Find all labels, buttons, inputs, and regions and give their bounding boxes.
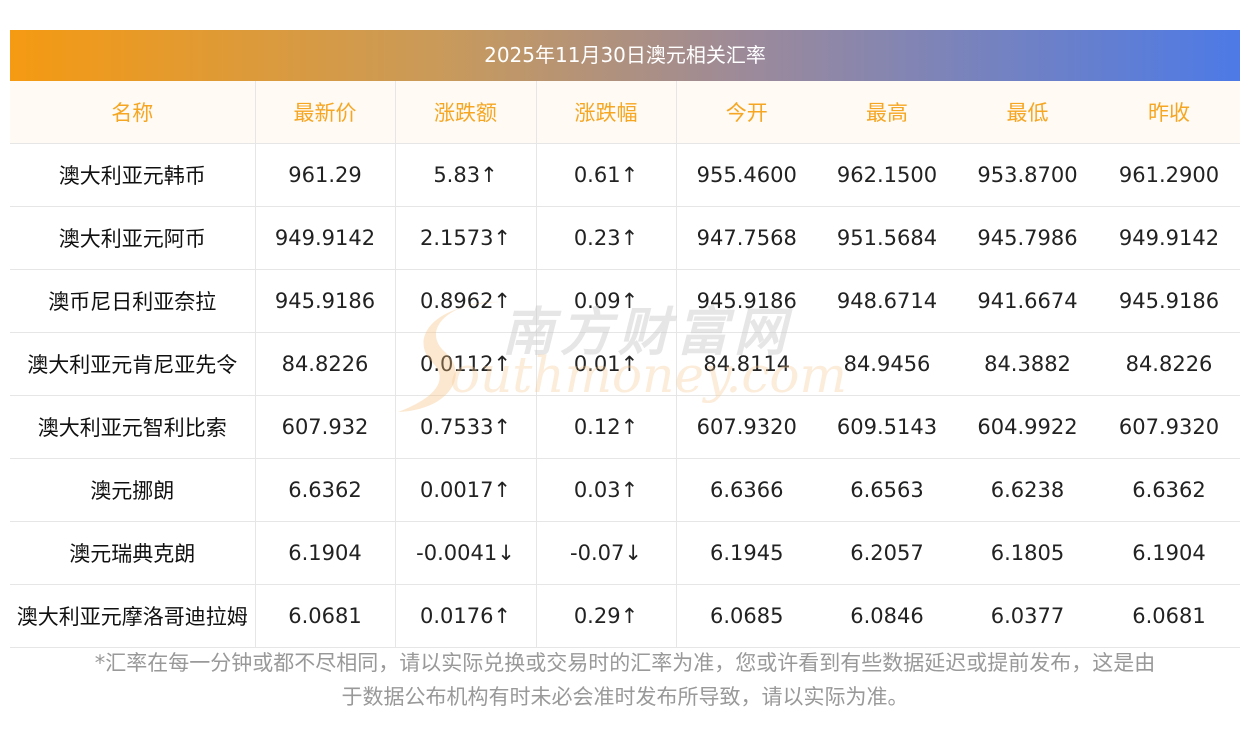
header-high: 最高 [817, 81, 957, 144]
cell-latest-price: 6.1904 [255, 521, 396, 585]
cell-change: 0.0112↑ [395, 332, 537, 396]
cell-change: 5.83↑ [395, 143, 537, 207]
footnote-line-1: *汇率在每一分钟或都不尽相同，请以实际兑换或交易时的汇率为准，您或许看到有些数据… [94, 651, 1156, 675]
cell-latest-price: 945.9186 [255, 269, 396, 333]
cell-name: 澳大利亚元肯尼亚先令 [10, 332, 256, 396]
cell-change-pct: 0.29↑ [536, 584, 677, 648]
cell-latest-price: 84.8226 [255, 332, 396, 396]
cell-latest-price: 949.9142 [255, 206, 396, 270]
cell-name: 澳币尼日利亚奈拉 [10, 269, 256, 333]
header-change: 涨跌额 [395, 81, 537, 144]
cell-change-pct: 0.12↑ [536, 395, 677, 459]
cell-change: 2.1573↑ [395, 206, 537, 270]
table-row: 澳币尼日利亚奈拉 945.9186 0.8962↑ 0.09↑ 945.9186 948.… [10, 269, 1240, 333]
cell-low: 84.3882 [957, 332, 1098, 396]
cell-name: 澳大利亚元韩币 [10, 143, 256, 207]
table-row: 澳大利亚元阿币 949.9142 2.1573↑ 0.23↑ 947.7568 951.5… [10, 206, 1240, 270]
cell-high: 84.9456 [817, 332, 957, 396]
cell-prev-close: 84.8226 [1098, 332, 1240, 396]
cell-low: 6.6238 [957, 458, 1098, 522]
cell-low: 604.9922 [957, 395, 1098, 459]
table-row: 澳大利亚元智利比索 607.932 0.7533↑ 0.12↑ 607.9320 609.… [10, 395, 1240, 459]
rates-panel: 2025年11月30日澳元相关汇率 名称 最新价 涨跌额 涨跌幅 今开 最高 最… [10, 30, 1240, 648]
cell-high: 951.5684 [817, 206, 957, 270]
cell-high: 609.5143 [817, 395, 957, 459]
header-change-pct: 涨跌幅 [536, 81, 677, 144]
cell-latest-price: 961.29 [255, 143, 396, 207]
table-row: 澳元瑞典克朗 6.1904 -0.0041↓ -0.07↓ 6.1945 6.2057 6.… [10, 521, 1240, 585]
table-title: 2025年11月30日澳元相关汇率 [10, 30, 1240, 81]
cell-open: 6.0685 [676, 584, 817, 648]
header-open: 今开 [676, 81, 817, 144]
cell-change: 0.7533↑ [395, 395, 537, 459]
cell-latest-price: 6.6362 [255, 458, 396, 522]
cell-open: 947.7568 [676, 206, 817, 270]
cell-latest-price: 6.0681 [255, 584, 396, 648]
cell-high: 948.6714 [817, 269, 957, 333]
cell-name: 澳大利亚元摩洛哥迪拉姆 [10, 584, 256, 648]
cell-open: 607.9320 [676, 395, 817, 459]
cell-change-pct: 0.09↑ [536, 269, 677, 333]
table-row: 澳大利亚元韩币 961.29 5.83↑ 0.61↑ 955.4600 962.1500 9… [10, 143, 1240, 207]
cell-low: 953.8700 [957, 143, 1098, 207]
cell-change-pct: -0.07↓ [536, 521, 677, 585]
cell-high: 6.2057 [817, 521, 957, 585]
cell-open: 945.9186 [676, 269, 817, 333]
cell-change-pct: 0.03↑ [536, 458, 677, 522]
cell-high: 6.6563 [817, 458, 957, 522]
cell-name: 澳大利亚元智利比索 [10, 395, 256, 459]
footnote: *汇率在每一分钟或都不尽相同，请以实际兑换或交易时的汇率为准，您或许看到有些数据… [10, 646, 1240, 714]
cell-low: 6.0377 [957, 584, 1098, 648]
cell-open: 6.6366 [676, 458, 817, 522]
header-prev-close: 昨收 [1098, 81, 1240, 144]
header-low: 最低 [957, 81, 1098, 144]
cell-name: 澳元挪朗 [10, 458, 256, 522]
cell-open: 84.8114 [676, 332, 817, 396]
header-name: 名称 [10, 81, 256, 144]
cell-change-pct: 0.61↑ [536, 143, 677, 207]
cell-change-pct: 0.01↑ [536, 332, 677, 396]
cell-prev-close: 6.6362 [1098, 458, 1240, 522]
cell-prev-close: 6.1904 [1098, 521, 1240, 585]
cell-prev-close: 949.9142 [1098, 206, 1240, 270]
cell-prev-close: 607.9320 [1098, 395, 1240, 459]
cell-low: 941.6674 [957, 269, 1098, 333]
table-row: 澳元挪朗 6.6362 0.0017↑ 0.03↑ 6.6366 6.6563 6.6238… [10, 458, 1240, 522]
cell-change: -0.0041↓ [395, 521, 537, 585]
cell-high: 6.0846 [817, 584, 957, 648]
cell-low: 6.1805 [957, 521, 1098, 585]
cell-change: 0.0176↑ [395, 584, 537, 648]
cell-prev-close: 961.2900 [1098, 143, 1240, 207]
cell-low: 945.7986 [957, 206, 1098, 270]
cell-open: 6.1945 [676, 521, 817, 585]
rates-table: 名称 最新价 涨跌额 涨跌幅 今开 最高 最低 昨收 澳大利亚元韩币 961.29… [10, 81, 1240, 648]
table-row: 澳大利亚元摩洛哥迪拉姆 6.0681 0.0176↑ 0.29↑ 6.0685 6.084… [10, 584, 1240, 648]
cell-name: 澳元瑞典克朗 [10, 521, 256, 585]
cell-prev-close: 945.9186 [1098, 269, 1240, 333]
cell-change-pct: 0.23↑ [536, 206, 677, 270]
header-row: 名称 最新价 涨跌额 涨跌幅 今开 最高 最低 昨收 [10, 81, 1240, 144]
table-row: 澳大利亚元肯尼亚先令 84.8226 0.0112↑ 0.01↑ 84.8114 84.9… [10, 332, 1240, 396]
footnote-line-2: 于数据公布机构有时未必会准时发布所导致，请以实际为准。 [341, 685, 909, 709]
cell-high: 962.1500 [817, 143, 957, 207]
cell-change: 0.0017↑ [395, 458, 537, 522]
cell-prev-close: 6.0681 [1098, 584, 1240, 648]
cell-name: 澳大利亚元阿币 [10, 206, 256, 270]
cell-latest-price: 607.932 [255, 395, 396, 459]
cell-change: 0.8962↑ [395, 269, 537, 333]
header-latest-price: 最新价 [255, 81, 396, 144]
cell-open: 955.4600 [676, 143, 817, 207]
